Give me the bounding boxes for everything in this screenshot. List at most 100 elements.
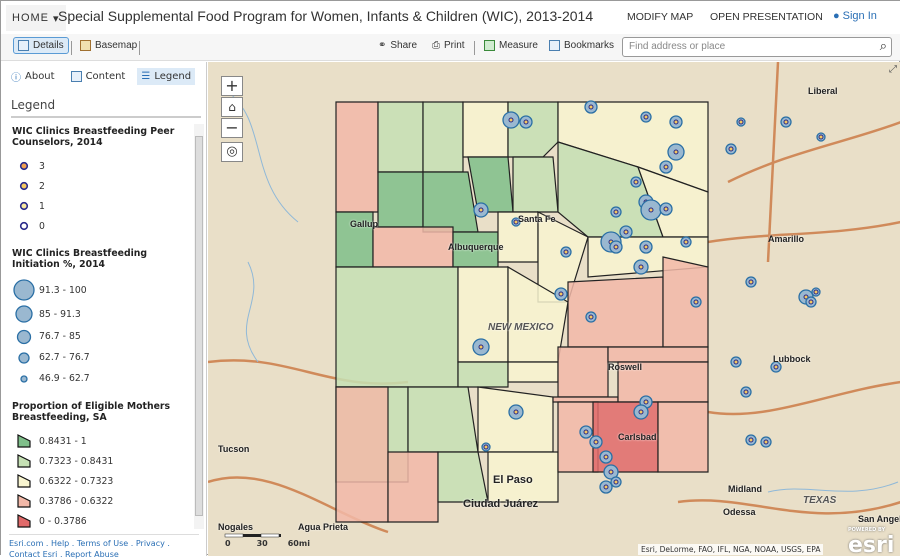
county[interactable] (437, 451, 489, 503)
open-presentation-link[interactable]: OPEN PRESENTATION (710, 11, 823, 23)
county[interactable] (422, 101, 464, 173)
county[interactable] (552, 396, 619, 403)
county[interactable] (567, 276, 664, 348)
map-label: Odessa (723, 507, 756, 517)
locate-button[interactable]: ◎ (221, 142, 243, 162)
clinic-symbol-icon (9, 221, 39, 231)
circle-size-icon (9, 367, 39, 391)
divider (71, 41, 72, 55)
divider (139, 41, 140, 55)
clinic-dot (523, 119, 529, 125)
county[interactable] (467, 156, 514, 213)
map-label: Santa Fe (518, 214, 556, 224)
road (707, 380, 900, 416)
county-polygons (335, 101, 709, 523)
clinic-dot (808, 299, 814, 305)
tab-content[interactable]: Content (67, 68, 130, 85)
legend-label: 85 - 91.3 (39, 308, 81, 320)
details-button[interactable]: Details (13, 37, 69, 54)
map[interactable]: + ⌂ − ◎ ⤢ Liberal Amarillo Lubbock Roswell C… (208, 62, 900, 556)
home-menu[interactable]: HOME ▾ (6, 5, 66, 31)
esri-logo[interactable]: POWERED BY esri (848, 527, 894, 556)
county[interactable] (487, 451, 559, 503)
clinic-dot (663, 206, 669, 212)
legend-item: 46.9 - 62.7 (9, 368, 194, 389)
clinic-dot (643, 244, 649, 250)
clinic-dot (603, 454, 609, 460)
county[interactable] (335, 386, 389, 523)
bookmarks-label: Bookmarks (564, 40, 615, 51)
map-label: Gallup (350, 219, 379, 229)
map-label: Lubbock (773, 354, 811, 364)
circle-size-icon (9, 278, 39, 302)
clinic-dot (738, 119, 744, 125)
footer-link[interactable]: Terms of Use (76, 539, 129, 548)
tab-label: Legend (154, 70, 192, 82)
clinic-dot (613, 479, 619, 485)
scale-label: 30 (256, 539, 268, 548)
circle-size-icon (9, 325, 39, 349)
county[interactable] (377, 101, 424, 173)
clinic-dot (818, 134, 824, 140)
clinic-dot (743, 389, 749, 395)
legend-item: 3 (9, 156, 194, 176)
print-button[interactable]: ⎙ Print (427, 37, 470, 54)
basemap-button[interactable]: Basemap (75, 37, 142, 54)
legend-label: 0.7323 - 0.8431 (39, 455, 114, 467)
clinic-dot (813, 289, 819, 295)
county[interactable] (335, 101, 379, 213)
zoom-in-button[interactable]: + (221, 76, 243, 96)
home-extent-button[interactable]: ⌂ (221, 97, 243, 117)
tab-legend[interactable]: ☰ Legend (137, 67, 196, 85)
legend-scrollbar[interactable] (194, 124, 204, 529)
home-label: HOME (12, 12, 49, 24)
map-label: Carlsbad (618, 432, 657, 442)
clinic-dot (603, 484, 609, 490)
legend-label: 91.3 - 100 (39, 284, 87, 296)
polygon-swatch-icon (9, 453, 39, 469)
sign-in-link[interactable]: ● Sign In (833, 10, 877, 22)
clinic-dot (478, 344, 484, 350)
county[interactable] (377, 171, 424, 228)
modify-map-link[interactable]: MODIFY MAP (627, 11, 694, 23)
map-label: Amarillo (768, 234, 805, 244)
county[interactable] (607, 346, 709, 363)
footer-link[interactable]: Esri.com (9, 539, 44, 548)
esri-wordmark: esri (848, 533, 895, 556)
county[interactable] (507, 101, 559, 158)
footer-link[interactable]: Privacy (135, 539, 165, 548)
zoom-out-button[interactable]: − (221, 118, 243, 138)
basemap-label: Basemap (95, 40, 138, 51)
expand-icon[interactable]: ⤢ (889, 64, 897, 75)
county[interactable] (335, 266, 459, 388)
county[interactable] (462, 101, 509, 158)
county[interactable] (557, 346, 609, 398)
county[interactable] (372, 226, 454, 268)
county[interactable] (457, 361, 509, 388)
search-icon[interactable]: ⌕ (879, 38, 887, 53)
bookmarks-icon (549, 40, 560, 51)
county[interactable] (512, 156, 559, 213)
county[interactable] (657, 401, 709, 473)
search-input[interactable]: Find address or place ⌕ (622, 37, 892, 57)
county[interactable] (407, 386, 479, 453)
bookmarks-button[interactable]: Bookmarks (544, 37, 619, 54)
map-label: Midland (728, 484, 762, 494)
clinic-dot (588, 104, 594, 110)
scrollbar-thumb[interactable] (195, 136, 203, 516)
measure-label: Measure (499, 40, 538, 51)
measure-button[interactable]: Measure (479, 37, 543, 54)
county[interactable] (422, 171, 479, 233)
details-label: Details (33, 40, 64, 51)
clinic-dot (693, 299, 699, 305)
county[interactable] (507, 361, 559, 383)
county[interactable] (387, 451, 439, 523)
clinic-dot (773, 364, 779, 370)
clinic-dot (663, 164, 669, 170)
road (727, 121, 900, 184)
footer-link[interactable]: Help (51, 539, 70, 548)
tab-about[interactable]: ⓘ About (7, 66, 59, 87)
clinic-dot (673, 149, 679, 155)
share-button[interactable]: ⚭ Share (373, 37, 422, 54)
clinic-dot (588, 314, 594, 320)
